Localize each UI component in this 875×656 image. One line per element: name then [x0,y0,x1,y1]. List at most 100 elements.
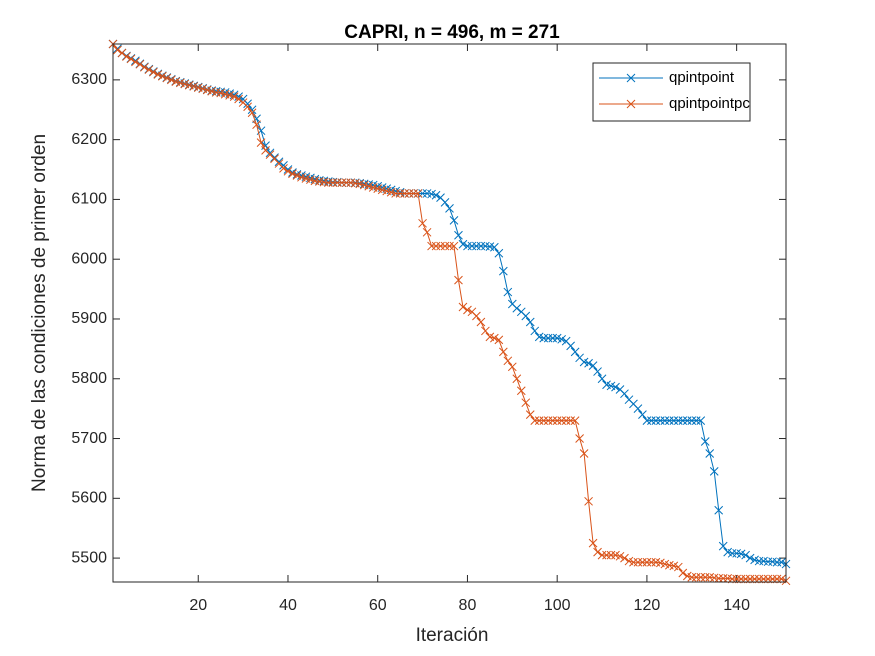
y-tick-label: 6000 [71,250,107,267]
marker [530,416,540,425]
marker [696,416,706,425]
marker [288,169,297,179]
x-tick-label: 80 [459,597,477,614]
marker [642,416,652,425]
legend-text: qpintpoint [669,69,735,86]
y-axis-label: Norma de las condiciones de primer orden [29,134,50,492]
marker [512,303,522,313]
marker [584,358,593,368]
marker [584,496,593,506]
marker [548,416,558,425]
marker [436,241,445,251]
marker [570,416,580,425]
marker [543,333,553,343]
marker [454,275,463,285]
marker [413,189,423,198]
marker [476,317,486,327]
marker [570,347,580,357]
marker [718,541,728,551]
x-axis-label: Iteración [416,625,489,646]
plot-area [113,44,786,582]
marker [602,550,611,560]
marker [678,568,688,578]
marker [162,73,172,83]
marker [512,374,522,384]
marker [400,189,409,198]
legend-text: qpintpointpc [669,95,750,112]
marker [597,374,607,384]
marker [777,557,786,567]
marker [418,189,427,198]
marker [557,416,567,425]
marker [234,92,243,101]
marker [247,105,257,115]
marker [691,572,701,582]
marker [700,572,710,582]
marker [498,347,508,357]
marker [561,416,571,425]
marker [458,239,468,249]
marker [113,45,122,55]
marker [507,362,517,372]
marker [525,317,535,327]
marker [440,198,450,207]
marker [638,557,647,567]
legend-marker [626,73,636,83]
marker [117,48,127,58]
marker [153,70,163,79]
axes-box [112,43,787,583]
marker [122,52,131,61]
marker [431,190,441,200]
marker [503,356,513,366]
marker [745,553,755,563]
marker [131,57,140,67]
marker [391,189,401,198]
marker [431,241,441,251]
marker [516,386,526,396]
marker [593,547,602,557]
marker [243,102,252,112]
y-tick-label: 6100 [71,191,107,208]
marker [337,178,347,188]
marker [552,416,562,425]
marker [449,241,459,251]
marker [647,416,656,425]
marker [427,241,436,251]
marker [548,333,558,343]
marker [673,562,683,572]
marker [472,241,481,251]
marker [467,241,477,251]
marker [714,505,724,515]
marker [525,410,535,419]
marker [476,241,486,251]
chart-title: CAPRI, n = 496, m = 271 [344,22,560,43]
marker [409,189,418,198]
marker [140,62,149,72]
marker [481,326,490,336]
marker [633,557,643,567]
marker [687,416,697,425]
marker [642,557,652,567]
marker [633,404,643,413]
marker [157,71,167,81]
marker [463,305,472,315]
marker [404,189,414,198]
marker [144,65,154,75]
y-tick-label: 5700 [71,430,107,447]
legend-box [592,62,751,122]
y-tick-label: 5600 [71,490,107,507]
marker [754,556,764,566]
marker [664,416,674,425]
marker [494,248,504,258]
marker [256,138,266,147]
marker [521,311,531,321]
marker [588,538,598,548]
marker [247,108,257,118]
marker [490,242,499,252]
marker [660,416,670,425]
marker [395,189,405,198]
marker [691,416,701,425]
marker [463,241,472,251]
marker [705,449,715,458]
